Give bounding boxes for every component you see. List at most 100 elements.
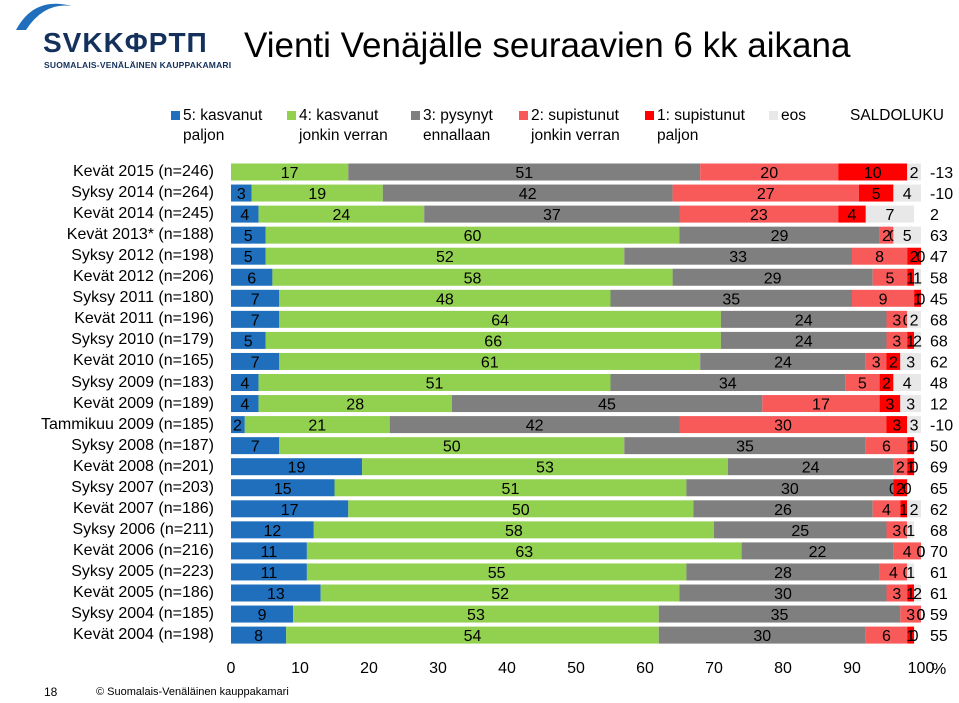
data-label: 30 <box>753 628 771 645</box>
legend-item-4: 2: supistunut jonkin verran <box>531 107 620 144</box>
category-label: Kevät 2010 (n=165) <box>73 352 214 370</box>
bar-segment <box>348 500 694 518</box>
category-label: Kevät 2007 (n=186) <box>73 499 214 517</box>
data-label: 58 <box>464 270 482 287</box>
bar-segment <box>313 521 714 539</box>
bar-segment <box>624 247 852 265</box>
data-label: 4 <box>240 207 249 224</box>
bar-segment <box>679 205 839 223</box>
legend-item-3: 3: pysynyt ennallaan <box>423 107 493 144</box>
data-label: 63 <box>515 544 533 561</box>
bar-segment <box>624 437 866 455</box>
data-label: 2 <box>910 312 919 329</box>
data-label: 60 <box>464 228 482 245</box>
category-label: Syksy 2007 (n=203) <box>71 478 214 496</box>
data-label: 3 <box>885 397 894 414</box>
data-label: 3 <box>892 418 901 435</box>
data-label: 5 <box>872 186 881 203</box>
bar-segment <box>306 563 687 581</box>
data-label: 1 <box>906 586 915 603</box>
saldoluku-value: 55 <box>930 628 948 645</box>
data-label: 17 <box>281 502 299 519</box>
bar-segment <box>658 605 901 623</box>
data-label: 34 <box>719 376 737 393</box>
bar-segment <box>272 268 673 286</box>
bar-segment <box>865 437 908 455</box>
bar-segment <box>879 395 901 413</box>
bar-segment <box>907 247 921 265</box>
category-label: Kevät 2009 (n=189) <box>73 394 214 412</box>
saldoluku-value: -13 <box>930 165 953 182</box>
bar-segment <box>893 226 921 244</box>
bar-segment <box>231 626 287 644</box>
data-label: 24 <box>333 207 351 224</box>
data-label: 22 <box>809 544 827 561</box>
legend-item-6: eos <box>781 107 806 124</box>
data-label: 2 <box>882 228 891 245</box>
logo-subtitle: SUOMALAIS-VENÄLÄINEN KAUPPAKAMARI <box>44 60 232 70</box>
category-label: Syksy 2009 (n=183) <box>71 373 214 391</box>
x-tick-label: 40 <box>498 660 516 677</box>
saldoluku-value: 70 <box>930 544 948 561</box>
chart-title: Vienti Venäjälle seuraavien 6 kk aikana <box>244 26 851 65</box>
data-label: 1 <box>906 628 915 645</box>
data-label: 5 <box>244 249 253 266</box>
bar-segment <box>914 331 921 349</box>
data-label: 15 <box>274 481 292 498</box>
bar-segment <box>231 268 273 286</box>
data-label: 13 <box>267 586 285 603</box>
bar-segment <box>720 310 887 328</box>
saldoluku-value: 68 <box>930 333 948 350</box>
data-label: 5 <box>244 333 253 350</box>
data-label: 2 <box>896 460 905 477</box>
bar-segment <box>693 500 873 518</box>
saldoluku-value: 62 <box>930 502 948 519</box>
bar-segment <box>700 352 866 370</box>
data-label: 51 <box>515 165 533 182</box>
category-label: Syksy 2011 (n=180) <box>72 289 214 307</box>
category-label: Kevät 2014 (n=245) <box>73 205 214 223</box>
data-label: 2 <box>913 586 922 603</box>
saldoluku-value: 47 <box>930 249 948 266</box>
data-label: 17 <box>812 397 830 414</box>
data-label: 0 <box>917 291 926 308</box>
category-label: Kevät 2004 (n=198) <box>73 626 214 644</box>
saldoluku-value: 59 <box>930 607 948 624</box>
bar-segment <box>231 500 349 518</box>
data-label: 53 <box>467 607 485 624</box>
saldoluku-value: 48 <box>930 376 948 393</box>
data-label: 3 <box>892 586 901 603</box>
saldoluku-value: 61 <box>930 586 948 603</box>
bar-segment <box>265 331 721 349</box>
bar-segment <box>610 289 852 307</box>
legend-swatch-2 <box>287 111 296 120</box>
data-label: 2 <box>910 502 919 519</box>
data-label: 3 <box>910 418 919 435</box>
legend-swatch-4 <box>519 111 528 120</box>
bar-segment <box>893 184 921 202</box>
data-label: 24 <box>774 354 792 371</box>
data-label: 30 <box>774 586 792 603</box>
data-label: 0 <box>910 439 919 456</box>
data-label: 2 <box>913 333 922 350</box>
category-label: Kevät 2011 (n=196) <box>74 310 214 328</box>
bar-segment <box>907 458 915 476</box>
category-label: Kevät 2005 (n=186) <box>73 584 214 601</box>
legend-item-2: 4: kasvanut jonkin verran <box>299 107 388 144</box>
data-label: 51 <box>426 376 444 393</box>
category-label: Kevät 2008 (n=201) <box>73 457 214 475</box>
data-label: 1 <box>906 460 915 477</box>
data-label: 0 <box>903 481 912 498</box>
data-label: 10 <box>864 165 882 182</box>
data-label: 0 <box>917 544 926 561</box>
bar-segment <box>900 500 908 518</box>
data-label: 3 <box>906 397 915 414</box>
data-label: 30 <box>774 418 792 435</box>
legend-saldoluku: SALDOLUKU <box>850 107 944 124</box>
bar-segment <box>872 268 908 286</box>
bar-segment <box>886 584 908 602</box>
data-label: 42 <box>526 418 544 435</box>
data-label: 6 <box>882 439 891 456</box>
bar-segment <box>382 184 673 202</box>
bar-segment <box>879 374 894 391</box>
